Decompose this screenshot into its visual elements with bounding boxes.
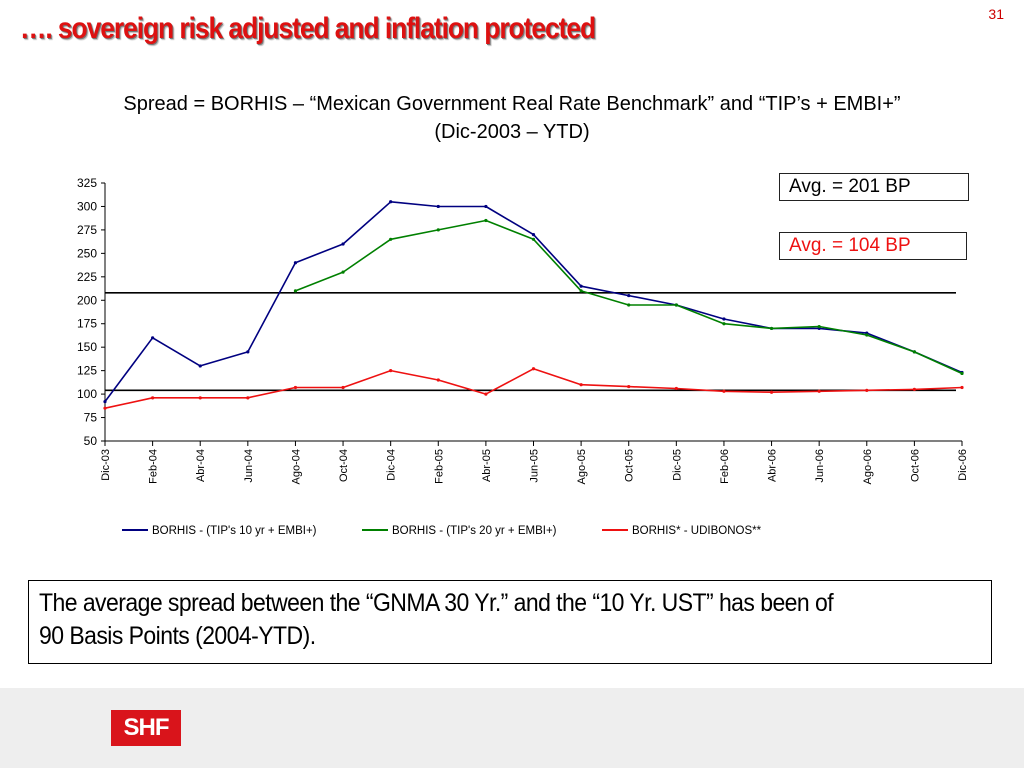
series-point [960,385,964,390]
series-point [293,261,298,265]
spread-line-chart: 50 75 100 125 150 175 200 225 250 275 300 325 Dic-03… [77,176,969,537]
x-tick-label: Feb-04 [148,449,160,484]
x-tick-label: Feb-05 [433,449,445,484]
series-point [769,390,774,394]
note-line-2: 90 Basis Points (2004-YTD). [39,622,316,650]
y-tick-label: 250 [77,246,97,260]
series-point [865,388,869,392]
x-tick-label: Jun-05 [529,449,541,483]
y-tick-label: 225 [77,270,97,284]
x-tick-label: Abr-06 [767,449,779,482]
series-point [960,371,964,376]
x-tick-label: Jun-06 [814,449,826,483]
series-point [722,389,726,393]
series-point [436,228,440,232]
x-tick-label: Abr-05 [481,449,493,482]
series-point [103,406,107,410]
series-point [627,303,631,307]
y-tick-label: 75 [84,411,98,425]
x-tick-label: Dic-05 [671,449,683,481]
subtitle-line-1: Spread = BORHIS – “Mexican Government Re… [123,93,901,115]
series-point [674,303,678,307]
series-point [341,385,345,390]
avg-udibonos-callout: Avg. = 104 BP [779,232,967,260]
series-point [246,396,250,400]
y-tick-label: 175 [77,317,97,331]
legend-label: BORHIS* - UDIBONOS** [632,525,762,537]
spread-note-box: The average spread between the “GNMA 30 … [28,580,992,664]
page-number: 31 [988,6,1004,22]
y-tick-label: 50 [84,434,98,448]
series-point [341,242,345,246]
y-tick-label: 150 [77,340,97,354]
x-tick-label: Ago-04 [290,449,302,484]
y-tick-label: 125 [77,364,97,378]
series-point [484,392,488,396]
series-point [865,333,869,337]
series-point [817,389,821,393]
series-point [531,367,536,371]
x-tick-label: Dic-06 [957,449,969,481]
x-tick-label: Jun-04 [243,449,255,483]
x-tick-label: Dic-03 [100,449,112,481]
x-tick-label: Oct-04 [338,449,350,482]
series-point [436,204,440,209]
x-tick-label: Ago-05 [576,449,588,484]
series-point [484,218,488,223]
series-point [389,237,393,241]
x-tick-label: Oct-06 [909,449,921,482]
series-point [722,317,726,321]
note-line-1: The average spread between the “GNMA 30 … [39,589,834,617]
series-point [198,364,202,368]
series-point [484,204,488,209]
legend-label: BORHIS - (TIP's 20 yr + EMBI+) [392,525,557,537]
y-tick-label: 200 [77,293,97,307]
series-point [817,324,821,329]
x-tick-label: Oct-05 [624,449,636,482]
slide-title: …. sovereign risk adjusted and inflation… [20,12,596,45]
x-tick-label: Ago-06 [862,449,874,484]
series-point [579,383,583,387]
y-tick-label: 325 [77,176,97,190]
series-point [198,396,202,400]
x-tick-label: Dic-04 [386,449,398,481]
shf-logo: SHF [111,710,181,746]
series-point [246,350,250,354]
series-point [341,270,345,274]
series-point [151,396,155,400]
series-point [436,378,440,382]
series-point [151,336,155,340]
legend-label: BORHIS - (TIP's 10 yr + EMBI+) [152,525,317,537]
series-point [103,399,107,404]
chart-subtitle: Spread = BORHIS – “Mexican Government Re… [0,90,1024,146]
series-point [627,293,631,298]
series-line [104,368,963,409]
series-point [674,386,678,391]
series-point [531,237,536,241]
y-tick-label: 100 [77,387,97,401]
series-point [627,384,631,389]
series-point [389,200,393,204]
x-tick-label: Abr-04 [195,449,207,482]
series-point [579,289,583,293]
x-tick-label: Feb-06 [719,449,731,484]
avg-tips-callout: Avg. = 201 BP [779,173,969,201]
series-point [579,284,583,288]
y-tick-label: 300 [77,199,97,213]
series-point [389,369,393,373]
subtitle-line-2: (Dic-2003 – YTD) [434,121,590,143]
series-point [722,322,726,326]
series-point [531,233,536,237]
series-point [293,289,298,293]
y-tick-label: 275 [77,223,97,237]
series-point [912,350,916,354]
series-point [769,326,774,331]
series-point [912,387,916,391]
series-point [293,385,298,390]
